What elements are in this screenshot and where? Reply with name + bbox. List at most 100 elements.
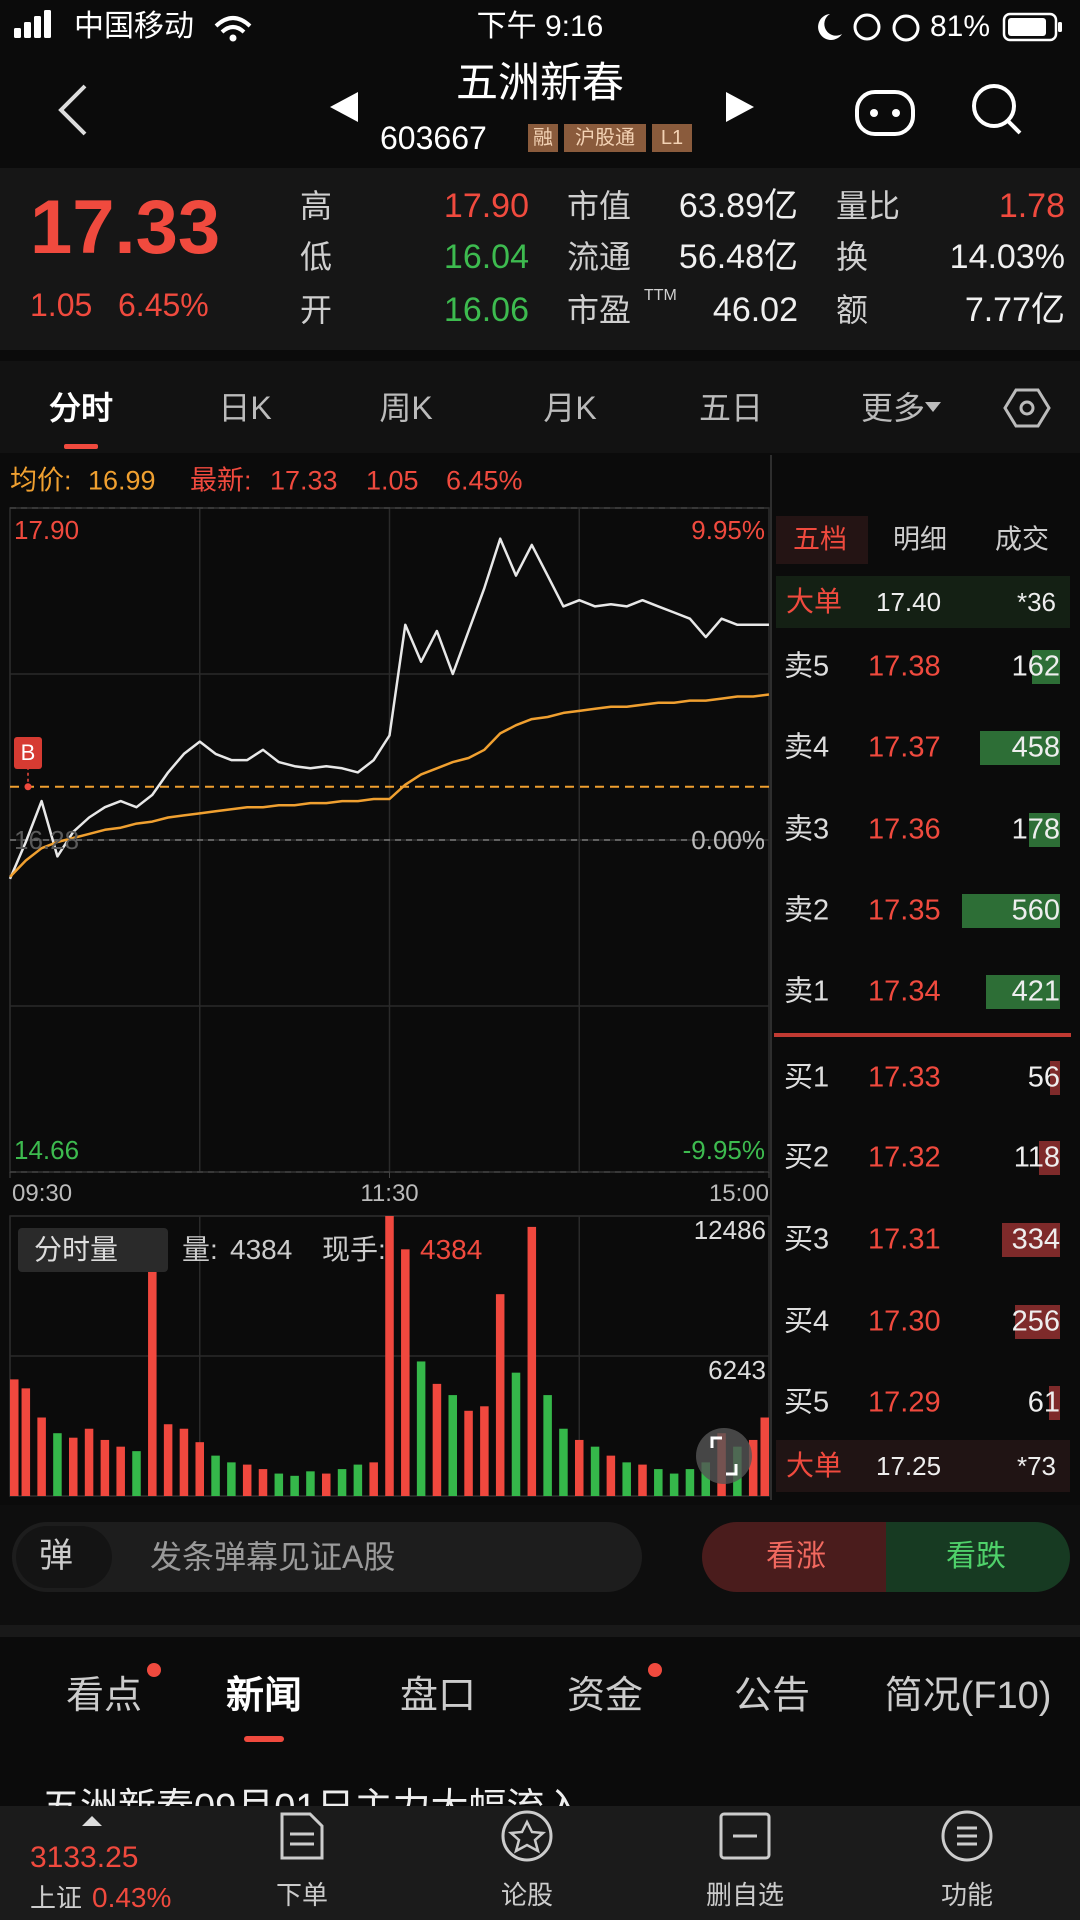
danmaku-icon-bg: [16, 1526, 112, 1588]
tab-underline: [64, 444, 98, 449]
news-tab[interactable]: 资金: [566, 1675, 644, 1717]
hand-label: 现手:: [322, 1234, 386, 1265]
bottom-nav-label[interactable]: 删自选: [705, 1880, 785, 1910]
news-tab[interactable]: 看点: [65, 1675, 143, 1717]
legend-last-label: 最新:: [190, 465, 252, 496]
depth-bar: [1050, 1061, 1060, 1095]
volume-bar: [10, 1379, 19, 1496]
volume-bar: [84, 1428, 94, 1496]
chart-tab[interactable]: 月K: [543, 390, 597, 426]
section-gap: [0, 1625, 1080, 1637]
back-button: [58, 84, 87, 136]
big-order-volume: *36: [1016, 587, 1056, 617]
news-tab[interactable]: 公告: [733, 1675, 811, 1717]
level-price: 17.35: [868, 894, 941, 927]
volume-bar: [416, 1361, 426, 1496]
next-stock: [726, 92, 754, 122]
battery-text: 81%: [929, 10, 990, 43]
x-tick-label: 11:30: [360, 1180, 419, 1207]
level-label: 买5: [784, 1386, 830, 1419]
volume-bar: [701, 1462, 711, 1496]
buy-badge-label: B: [20, 739, 36, 765]
chart-tab[interactable]: 五日: [698, 390, 764, 426]
average-line: [9, 693, 770, 878]
volume-tick-label: 12486: [693, 1215, 766, 1245]
volume-bar: [654, 1469, 663, 1496]
book-tab[interactable]: 五档: [793, 524, 847, 555]
level-price: 17.34: [868, 975, 941, 1008]
chart-tab[interactable]: 分时: [48, 390, 114, 426]
signal-bar: [34, 16, 41, 38]
y2-tick-label: 0.00%: [691, 825, 765, 855]
danmaku-placeholder[interactable]: 发条弹幕见证A股: [150, 1539, 396, 1575]
big-order-label: 大单: [786, 1450, 843, 1481]
volume-bar: [132, 1451, 141, 1496]
stat-label: 量比: [836, 188, 901, 224]
volume-bar: [448, 1395, 458, 1496]
stat-label: 低: [300, 239, 333, 275]
level-price: 17.29: [868, 1386, 941, 1419]
depth-bar: [1028, 813, 1060, 847]
chart-tab[interactable]: 更多: [860, 390, 926, 426]
bear-label[interactable]: 看跌: [946, 1540, 1006, 1573]
index-name: 上证: [30, 1883, 83, 1913]
book-tab[interactable]: 成交: [995, 524, 1049, 555]
volume-bar: [432, 1383, 442, 1496]
depth-bar: [1015, 1305, 1060, 1339]
volume-bar: [622, 1462, 631, 1496]
volume-label: 量:: [182, 1234, 218, 1265]
news-tab[interactable]: 新闻: [225, 1675, 303, 1717]
volume-bar: [760, 1417, 769, 1496]
battery-cap: [1058, 22, 1062, 32]
level-price: 17.30: [868, 1305, 941, 1338]
bottom-bar: [0, 1806, 1080, 1920]
stat-value: 16.06: [443, 291, 529, 329]
level-volume: 458: [1011, 731, 1060, 764]
volume-selector-label[interactable]: 分时量: [34, 1234, 119, 1265]
change: 1.05: [30, 287, 93, 323]
stat-value: 63.89亿: [678, 187, 798, 225]
news-tab[interactable]: 盘口: [399, 1675, 477, 1717]
depth-bar: [986, 975, 1060, 1009]
level-label: 买1: [784, 1061, 830, 1094]
robot-eye: [870, 109, 878, 117]
quote-panel: [0, 168, 1080, 350]
stat-value: 1.78: [998, 187, 1065, 225]
volume-bar: [163, 1424, 173, 1496]
danmaku-input[interactable]: [12, 1522, 642, 1592]
chart-tab[interactable]: 日K: [218, 390, 272, 426]
chart-tab[interactable]: 周K: [379, 390, 433, 426]
book-tab[interactable]: 明细: [893, 524, 947, 555]
bear-button[interactable]: [886, 1522, 1070, 1592]
carrier: 中国移动: [74, 10, 194, 43]
robot-icon: [855, 90, 915, 136]
bottom-nav-label[interactable]: 论股: [500, 1880, 554, 1910]
stat-value: 46.02: [712, 291, 798, 329]
settings-dot: [1019, 400, 1035, 416]
expand-button: [696, 1428, 752, 1484]
depth-bar: [962, 894, 1060, 928]
bull-button[interactable]: [702, 1522, 894, 1592]
bottom-nav-label[interactable]: 下单: [275, 1880, 329, 1910]
robot-eye: [892, 109, 900, 117]
battery-level: [1008, 18, 1046, 36]
y-tick-label: 14.66: [14, 1135, 80, 1165]
menu-icon: [941, 1810, 993, 1862]
book-tab-active: [776, 516, 868, 564]
bottom-nav-label[interactable]: 功能: [940, 1880, 994, 1910]
legend-last: 17.33: [270, 465, 338, 496]
bull-label[interactable]: 看涨: [766, 1540, 826, 1573]
wifi-dot: [229, 34, 237, 42]
news-tab-dot: [147, 1663, 161, 1677]
level-label: 卖1: [784, 975, 830, 1008]
volume-bar: [495, 1294, 505, 1496]
bottom-icons: [82, 1810, 993, 1862]
big-order-label: 大单: [786, 586, 843, 617]
volume-bar: [321, 1473, 331, 1496]
level-volume: 118: [1013, 1141, 1060, 1174]
news-tab[interactable]: 简况(F10): [884, 1675, 1052, 1717]
volume-selector[interactable]: [18, 1228, 168, 1272]
big-order-row: [776, 576, 1070, 628]
